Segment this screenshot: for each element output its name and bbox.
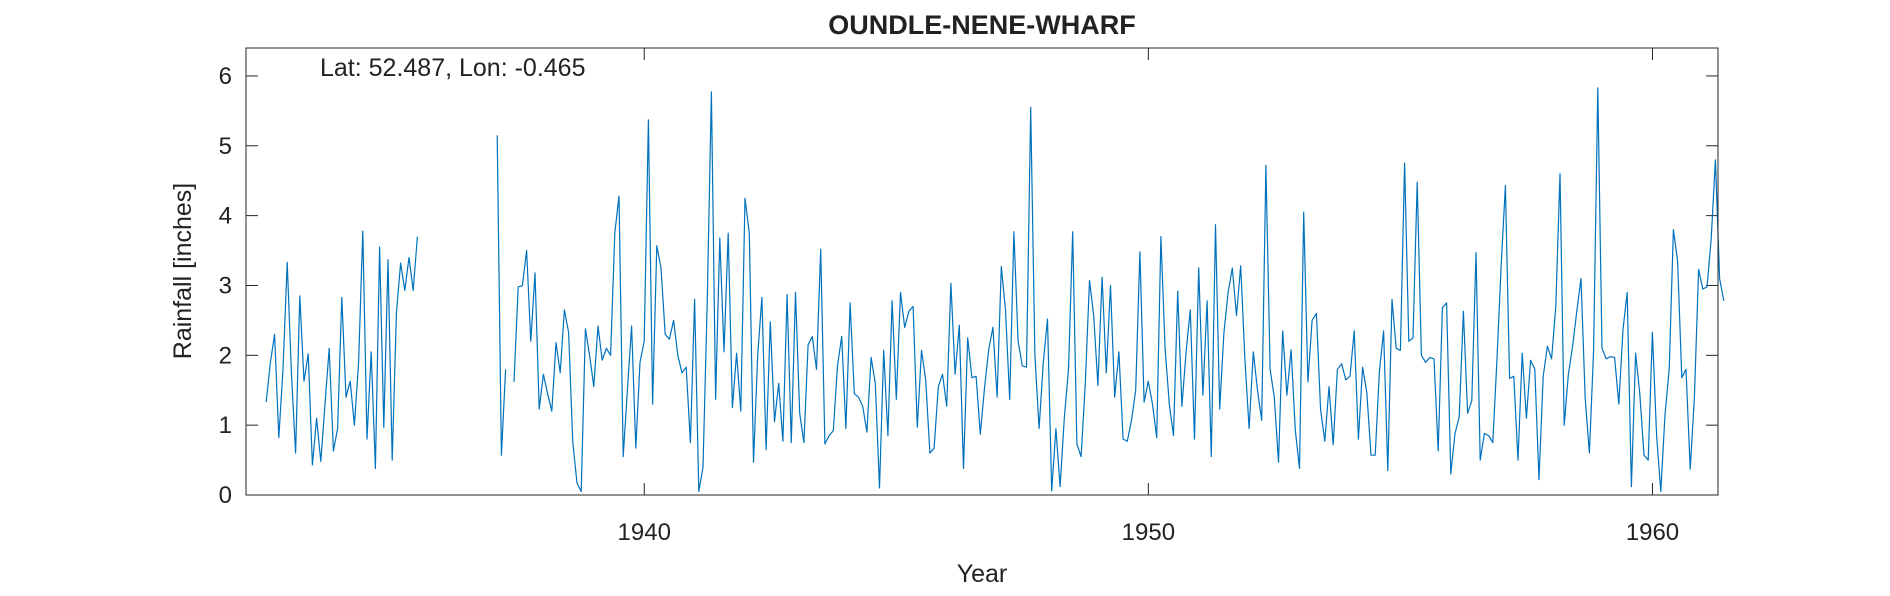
plot-frame: [245, 47, 1719, 496]
y-tick-label: 3: [219, 272, 232, 299]
y-tick-label: 1: [219, 412, 232, 439]
x-tick-label: 1940: [618, 519, 671, 546]
axis-ticks: [246, 48, 1718, 496]
chart-title: OUNDLE-NENE-WHARF: [828, 10, 1135, 40]
axis-tick-labels: 0 1 2 3 4 5 6 1940 1950 1960: [219, 63, 1680, 546]
y-tick-label: 2: [219, 342, 232, 369]
y-tick-label: 6: [219, 63, 232, 90]
rainfall-series-line: [265, 87, 1725, 493]
y-axis-label: Rainfall [inches]: [169, 183, 197, 359]
x-tick-label: 1950: [1122, 519, 1175, 546]
y-tick-label: 0: [219, 482, 232, 509]
location-annotation: Lat: 52.487, Lon: -0.465: [320, 54, 586, 82]
x-axis-label: Year: [957, 560, 1008, 588]
y-tick-label: 4: [219, 203, 232, 230]
x-tick-label: 1960: [1626, 519, 1679, 546]
plot-background: [246, 48, 1718, 495]
y-tick-label: 5: [219, 133, 232, 160]
